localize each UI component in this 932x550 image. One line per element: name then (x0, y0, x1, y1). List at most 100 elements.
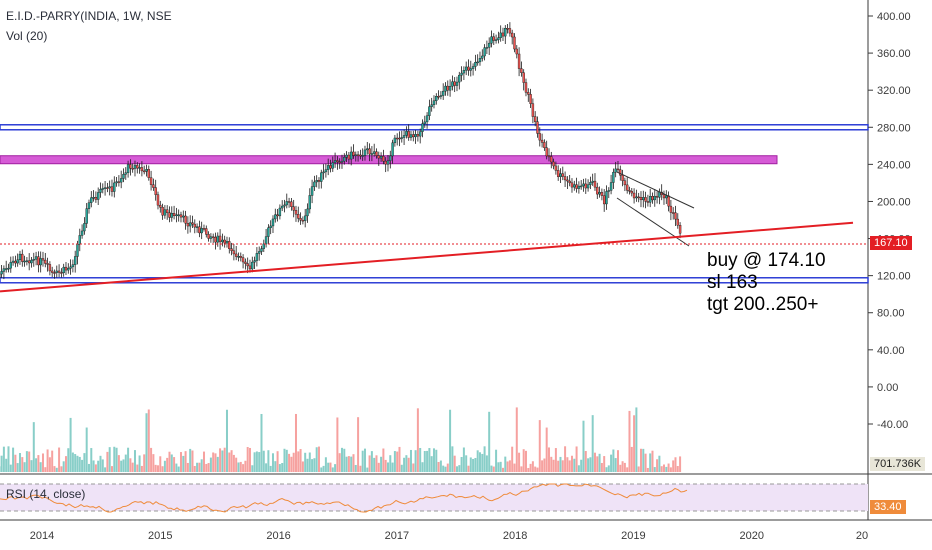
candle-body (163, 209, 167, 216)
volume-bar (143, 454, 146, 472)
volume-bar (391, 462, 394, 472)
candle-body (37, 256, 40, 266)
candle-body (126, 164, 130, 173)
candle-body (129, 164, 132, 169)
candle-body (499, 32, 502, 38)
candle-body (593, 180, 597, 188)
candle-body (200, 228, 203, 234)
candle-body (230, 248, 233, 251)
candle-body (667, 195, 670, 207)
volume-bar (478, 452, 481, 472)
volume-bar (340, 447, 343, 472)
candle-body (195, 226, 199, 228)
candle-body (446, 85, 449, 91)
candle-body (425, 115, 429, 123)
candle-body (529, 94, 532, 104)
volume-bar (92, 460, 95, 472)
volume-bar (373, 457, 376, 472)
candle-body (635, 196, 638, 199)
volume-bar (501, 467, 504, 472)
candle-body (596, 186, 599, 195)
plot-area (0, 0, 868, 520)
candle-body (16, 259, 19, 264)
candle-body (34, 256, 38, 260)
candle-body (407, 131, 410, 138)
candle-body (458, 74, 461, 83)
candle-body (405, 131, 408, 136)
candle-body (464, 66, 468, 71)
volume-bar (301, 461, 304, 472)
volume-bar (255, 451, 258, 472)
x-ticks: 2014 2015 2016 2017 2018 2019 2020 20 (30, 530, 868, 542)
volume-bar (495, 449, 498, 472)
candle-body (556, 170, 560, 177)
volume-bar (189, 448, 192, 472)
candle-body (175, 214, 178, 217)
volume-bar (651, 450, 654, 472)
candle-body (453, 81, 456, 86)
volume-bar (207, 463, 210, 472)
rsi-line (0, 483, 688, 513)
rsi-label: RSI (14, close) (6, 487, 86, 501)
y-tick-label: 120.00 (877, 271, 911, 283)
volume-bar (97, 460, 100, 472)
candle-body (409, 134, 413, 138)
volume-bar (483, 446, 486, 472)
candle-body (614, 168, 617, 173)
candle-body (570, 182, 574, 188)
volume-bar (99, 455, 102, 472)
volume-bar (177, 466, 180, 472)
volume-bar (329, 462, 332, 472)
candle-body (165, 209, 169, 213)
volume-bar (147, 409, 150, 472)
y-tick-label: 320.00 (877, 85, 911, 97)
y-tick-label: 0.00 (877, 382, 898, 394)
y-tick-label: -40.00 (877, 419, 908, 431)
volume-bar (568, 460, 571, 472)
volume-bar (182, 455, 185, 472)
note-target: tgt 200..250+ (707, 294, 819, 315)
candle-body (559, 173, 562, 177)
volume-bar (317, 446, 320, 472)
candle-body (239, 256, 242, 258)
candle-body (653, 195, 656, 201)
candle-body (119, 178, 123, 183)
volume-bar (596, 456, 599, 472)
volume-bar (626, 467, 629, 472)
candle-body (156, 194, 160, 206)
candle-body (329, 165, 332, 169)
candle-body (550, 156, 553, 163)
volume-bar (642, 448, 645, 472)
volume-bar (0, 455, 3, 472)
volume-bar (265, 463, 268, 472)
candle-body (257, 251, 261, 254)
candle-body (269, 225, 272, 228)
candle-body (451, 81, 454, 87)
volume-bar (267, 450, 270, 472)
volume-bars (0, 407, 682, 472)
candle-body (563, 176, 567, 181)
candle-body (678, 225, 682, 234)
candle-body (331, 162, 334, 169)
candle-body (315, 180, 318, 183)
candle-body (32, 259, 35, 261)
volume-bar (541, 460, 544, 472)
candle-body (85, 208, 88, 224)
volume-bar (297, 451, 300, 472)
candle-body (377, 155, 380, 159)
volume-bar (566, 457, 569, 472)
volume-bar (485, 455, 488, 472)
candle-body (271, 218, 275, 227)
volume-bar (409, 449, 412, 472)
candle-body (642, 197, 645, 201)
volume-bar (133, 450, 136, 472)
volume-bar (621, 461, 624, 472)
rsi-value-tag: 33.40 (870, 500, 906, 514)
volume-bar (262, 450, 265, 472)
candle-body (605, 191, 608, 205)
candle-body (152, 184, 155, 188)
volume-bar (598, 453, 601, 472)
volume-bar (145, 413, 148, 472)
y-ticks: 400.00360.00320.00280.00240.00200.00160.… (868, 11, 911, 431)
